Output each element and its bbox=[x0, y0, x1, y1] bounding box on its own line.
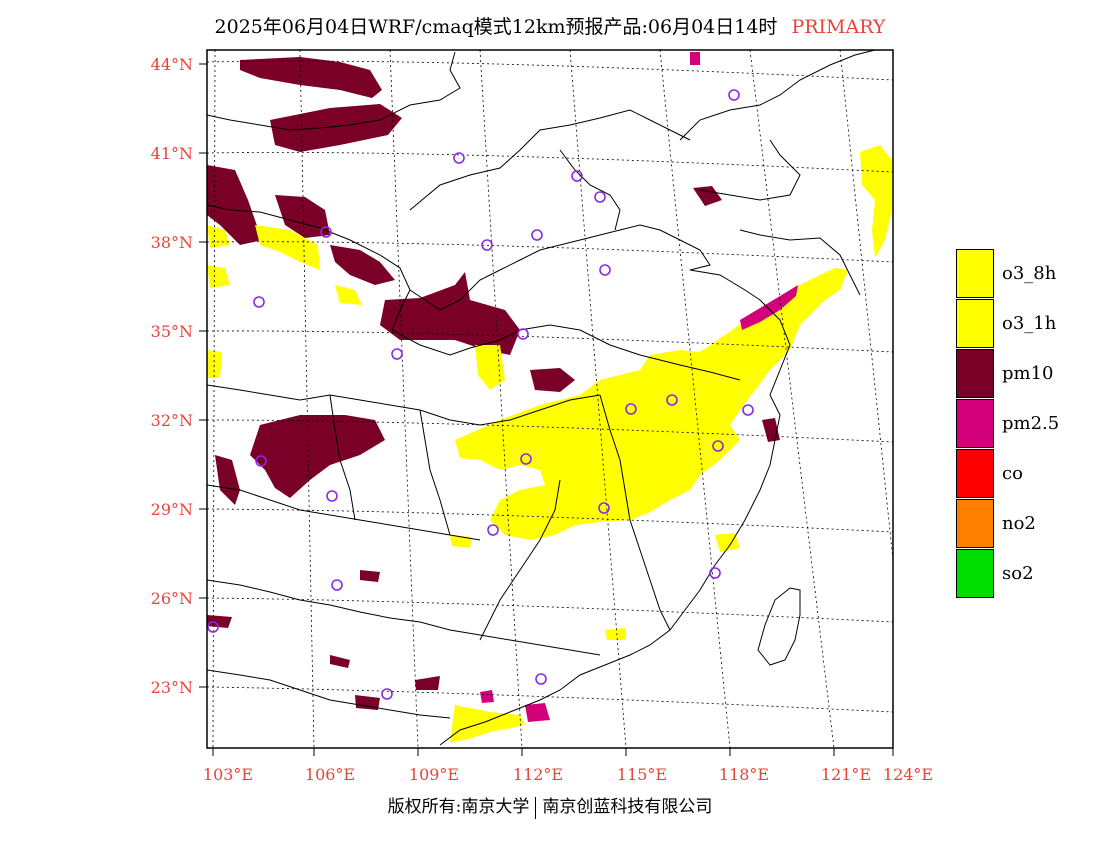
lat-label: 41°N bbox=[151, 144, 193, 163]
site-marker bbox=[666, 394, 678, 406]
longitude-axis: 103°E 106°E 109°E 112°E 115°E 118°E 121°… bbox=[203, 748, 933, 784]
copyright-notice: 版权所有:南京大学 南京创蓝科技有限公司 bbox=[0, 792, 1100, 819]
lat-label: 32°N bbox=[151, 411, 193, 430]
latitude-axis: 44°N 41°N 38°N 35°N 32°N 29°N 26°N 23°N bbox=[151, 55, 207, 697]
lon-label: 121°E bbox=[821, 765, 871, 784]
site-marker bbox=[391, 348, 403, 360]
legend-label: co bbox=[1002, 463, 1023, 484]
map-frame bbox=[206, 49, 894, 749]
lon-label: 109°E bbox=[409, 765, 459, 784]
site-marker bbox=[207, 621, 219, 633]
pm25-areas bbox=[480, 52, 798, 722]
legend-swatch bbox=[956, 399, 994, 448]
site-marker bbox=[453, 152, 465, 164]
site-marker bbox=[320, 226, 332, 238]
lon-label: 118°E bbox=[719, 765, 769, 784]
lon-label: 115°E bbox=[617, 765, 667, 784]
legend-label: no2 bbox=[1002, 513, 1036, 534]
lat-label: 29°N bbox=[151, 500, 193, 519]
copyright-divider bbox=[535, 796, 537, 819]
site-marker bbox=[598, 502, 610, 514]
legend-swatch bbox=[956, 349, 994, 398]
legend-label: pm10 bbox=[1002, 363, 1054, 384]
legend-label: o3_1h bbox=[1002, 313, 1057, 334]
site-marker bbox=[381, 688, 393, 700]
site-marker bbox=[625, 403, 637, 415]
map-title: 2025年06月04日WRF/cmaq模式12km预报产品:06月04日14时 P… bbox=[0, 12, 1100, 39]
lat-label: 44°N bbox=[151, 55, 193, 74]
site-marker bbox=[520, 453, 532, 465]
lat-label: 35°N bbox=[151, 322, 193, 341]
site-marker bbox=[594, 191, 606, 203]
site-markers bbox=[207, 89, 754, 700]
site-marker bbox=[481, 239, 493, 251]
boundary-lines bbox=[207, 50, 876, 746]
copyright-left: 版权所有:南京大学 bbox=[387, 797, 530, 817]
legend-swatch bbox=[956, 249, 994, 298]
site-marker bbox=[742, 404, 754, 416]
site-marker bbox=[331, 579, 343, 591]
legend-label: o3_8h bbox=[1002, 263, 1057, 284]
lat-label: 23°N bbox=[151, 678, 193, 697]
site-marker bbox=[517, 328, 529, 340]
site-marker bbox=[535, 673, 547, 685]
lat-label: 26°N bbox=[151, 589, 193, 608]
pm10-areas bbox=[207, 57, 780, 710]
title-main: 2025年06月04日WRF/cmaq模式12km预报产品:06月04日14时 bbox=[214, 16, 778, 38]
site-marker bbox=[728, 89, 740, 101]
site-marker bbox=[253, 296, 265, 308]
legend-swatch bbox=[956, 499, 994, 548]
site-marker bbox=[326, 490, 338, 502]
lon-label: 112°E bbox=[513, 765, 563, 784]
site-marker bbox=[571, 170, 583, 182]
legend-swatch bbox=[956, 549, 994, 598]
lon-label: 103°E bbox=[203, 765, 253, 784]
legend-swatch bbox=[956, 299, 994, 348]
site-marker bbox=[712, 440, 724, 452]
legend-label: pm2.5 bbox=[1002, 413, 1060, 434]
lon-label: 124°E bbox=[883, 765, 933, 784]
copyright-right: 南京创蓝科技有限公司 bbox=[542, 797, 713, 817]
site-marker bbox=[599, 264, 611, 276]
legend-swatch bbox=[956, 449, 994, 498]
site-marker bbox=[531, 229, 543, 241]
title-primary-tag: PRIMARY bbox=[791, 16, 886, 38]
site-marker bbox=[709, 567, 721, 579]
legend-label: so2 bbox=[1002, 563, 1034, 584]
lat-label: 38°N bbox=[151, 233, 193, 252]
o3-areas bbox=[207, 145, 892, 742]
lon-label: 106°E bbox=[305, 765, 355, 784]
site-marker bbox=[487, 524, 499, 536]
site-marker bbox=[255, 455, 267, 467]
